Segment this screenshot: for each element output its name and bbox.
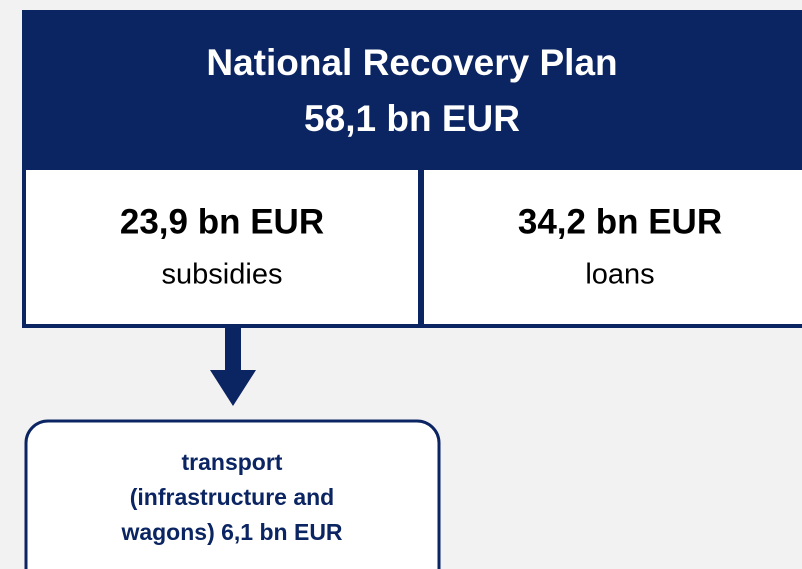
loans-box — [420, 166, 802, 328]
header-total: 58,1 bn EUR — [304, 98, 520, 139]
box-amount: 34,2 bn EUR — [518, 202, 722, 241]
arrow — [210, 328, 256, 406]
transport-node — [24, 419, 441, 569]
box-amount: 23,9 bn EUR — [120, 202, 324, 241]
box-label: loans — [585, 259, 654, 291]
box-label: subsidies — [162, 259, 283, 291]
header-title: National Recovery Plan — [206, 42, 617, 83]
node-text: wagons) 6,1 bn EUR — [120, 519, 342, 545]
subsidies-box — [22, 166, 422, 328]
header-box — [22, 10, 802, 170]
node-text: (infrastructure and — [130, 484, 334, 510]
node-text: transport — [182, 449, 283, 475]
